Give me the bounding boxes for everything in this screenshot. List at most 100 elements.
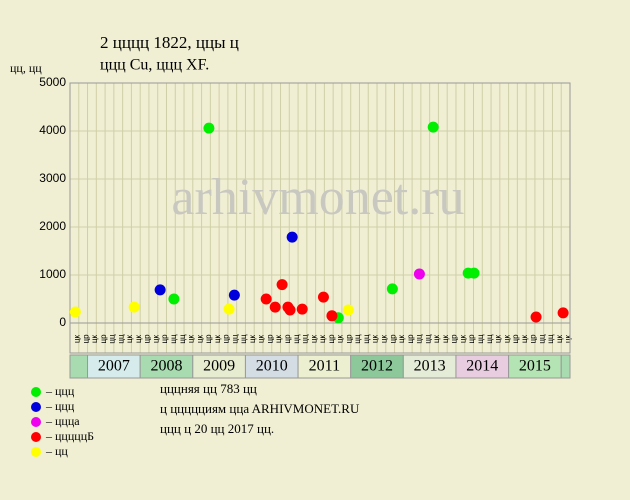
x-tick-label: цр xyxy=(222,334,231,344)
x-tick-label: цк xyxy=(371,334,380,343)
x-tick-label: цк xyxy=(458,334,467,343)
x-tick-label: цк xyxy=(90,334,99,343)
year-band xyxy=(560,354,571,379)
x-tick-label: цр xyxy=(450,334,459,344)
x-tick-label: цц xyxy=(476,334,485,344)
year-label: 2013 xyxy=(414,358,446,375)
y-axis-label: цц, цц xyxy=(10,61,42,75)
y-tick-label: 5000 xyxy=(39,75,66,89)
x-tick-label: цр xyxy=(511,334,520,344)
point xyxy=(286,231,298,243)
x-tick-label: цр xyxy=(283,334,292,344)
x-tick-label: цц xyxy=(415,334,424,344)
x-tick-label: цц xyxy=(546,334,555,344)
x-tick-label: цк xyxy=(397,334,406,343)
legend-marker xyxy=(31,447,41,457)
point xyxy=(168,293,180,305)
x-tick-label: цр xyxy=(529,334,538,344)
x-tick-label: цк xyxy=(564,334,573,343)
x-tick-label: цр xyxy=(143,334,152,344)
year-label: 2008 xyxy=(150,358,182,375)
point xyxy=(69,306,81,318)
x-tick-label: цр xyxy=(81,334,90,344)
x-tick-label: цк xyxy=(502,334,511,343)
year-label: 2014 xyxy=(466,358,498,375)
x-tick-label: цк xyxy=(195,334,204,343)
point xyxy=(284,304,296,316)
x-tick-label: цр xyxy=(344,334,353,344)
point xyxy=(154,284,166,296)
x-tick-label: цк xyxy=(380,334,389,343)
year-label: 2011 xyxy=(309,358,340,375)
y-tick-label: 3000 xyxy=(39,171,66,185)
x-tick-label: цк xyxy=(248,334,257,343)
legend-label: – цц xyxy=(45,444,68,458)
legend-label: – ццца xyxy=(45,414,80,428)
x-tick-label: цр xyxy=(99,334,108,344)
x-tick-label: цк xyxy=(336,334,345,343)
point xyxy=(468,267,480,279)
legend-marker xyxy=(31,417,41,427)
x-tick-label: цр xyxy=(467,334,476,344)
point xyxy=(203,122,215,134)
point xyxy=(228,289,240,301)
x-tick-label: цр xyxy=(406,334,415,344)
point xyxy=(317,291,329,303)
y-tick-label: 1000 xyxy=(39,267,66,281)
legend-label: – ццц xyxy=(45,384,75,398)
point xyxy=(276,279,288,291)
chart-subtitle: ццц Cu, ццц XF. xyxy=(100,57,209,74)
x-tick-label: цц xyxy=(423,334,432,344)
x-tick-label: цк xyxy=(520,334,529,343)
x-tick-label: цц xyxy=(108,334,117,344)
point xyxy=(386,283,398,295)
legend-label: – цццццБ xyxy=(45,429,94,443)
y-tick-label: 0 xyxy=(59,315,66,329)
x-tick-label: цк xyxy=(134,334,143,343)
x-tick-label: цр xyxy=(265,334,274,344)
x-tick-label: цц xyxy=(537,334,546,344)
x-tick-label: цк xyxy=(274,334,283,343)
x-tick-label: цр xyxy=(388,334,397,344)
point xyxy=(269,301,281,313)
point xyxy=(296,303,308,315)
x-tick-label: цц xyxy=(178,334,187,344)
year-label: 2015 xyxy=(519,358,551,375)
year-band xyxy=(69,354,89,379)
info-line: ццц ц 20 цц 2017 цц. xyxy=(160,421,274,436)
x-tick-label: цц xyxy=(169,334,178,344)
x-tick-label: цк xyxy=(72,334,81,343)
point xyxy=(427,121,439,133)
x-tick-label: цк xyxy=(318,334,327,343)
x-tick-label: цц xyxy=(353,334,362,344)
info-line: ц ццццциям ццa ARHIVMONET.RU xyxy=(160,401,360,416)
x-tick-label: цр xyxy=(327,334,336,344)
year-label: 2009 xyxy=(203,358,235,375)
point xyxy=(557,307,569,319)
year-label: 2010 xyxy=(256,358,288,375)
x-tick-label: цк xyxy=(257,334,266,343)
x-tick-label: цц xyxy=(116,334,125,344)
x-tick-label: цц xyxy=(230,334,239,344)
point xyxy=(128,301,140,313)
x-tick-label: цк xyxy=(309,334,318,343)
point xyxy=(413,268,425,280)
plot-frame xyxy=(69,82,571,354)
x-tick-label: цр xyxy=(160,334,169,344)
y-tick-label: 2000 xyxy=(39,219,66,233)
point xyxy=(530,311,542,323)
x-tick-label: цк xyxy=(151,334,160,343)
x-tick-label: цк xyxy=(555,334,564,343)
x-tick-label: цк xyxy=(441,334,450,343)
point xyxy=(223,303,235,315)
point xyxy=(326,310,338,322)
legend-marker xyxy=(31,432,41,442)
legend-marker xyxy=(31,402,41,412)
x-tick-label: цк xyxy=(187,334,196,343)
x-tick-label: цр xyxy=(204,334,213,344)
x-tick-label: цц xyxy=(362,334,371,344)
x-tick-label: цк xyxy=(213,334,222,343)
x-tick-label: цк xyxy=(125,334,134,343)
x-tick-label: цк xyxy=(494,334,503,343)
